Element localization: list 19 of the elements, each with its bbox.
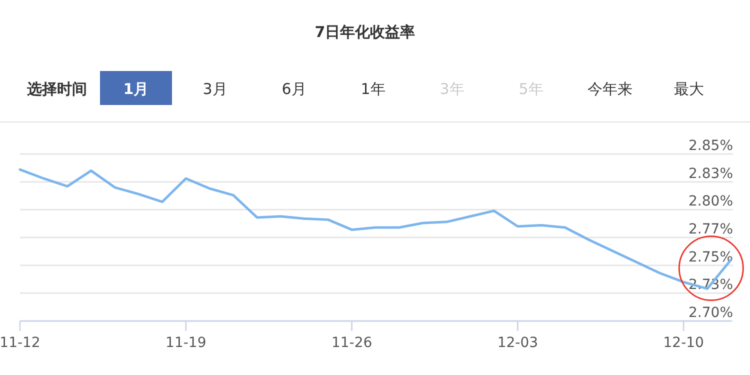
y-tick-label: 2.75% xyxy=(688,249,733,266)
text: 最大 xyxy=(674,80,704,98)
text: 6月 xyxy=(282,80,306,98)
chart-title: 7日年化收益率 xyxy=(314,23,416,41)
text: 选择时间 xyxy=(26,80,87,98)
x-tick-label: 12-10 xyxy=(663,335,704,351)
text: 今年来 xyxy=(588,80,632,98)
y-tick-label: 2.80% xyxy=(688,194,733,210)
x-tick-label: 11-12 xyxy=(0,335,40,351)
x-tick-label: 12-03 xyxy=(497,335,538,351)
x-tick-label: 11-19 xyxy=(166,335,206,351)
text: 1年 xyxy=(360,80,386,98)
text: 1月 xyxy=(123,80,149,98)
y-tick-label: 2.85% xyxy=(688,138,733,154)
text: 3月 xyxy=(202,80,228,98)
x-tick-label: 11-26 xyxy=(331,335,372,351)
y-tick-label: 2.70% xyxy=(688,305,733,321)
y-tick-label: 2.77% xyxy=(688,222,733,238)
y-tick-label: 2.83% xyxy=(688,166,733,182)
